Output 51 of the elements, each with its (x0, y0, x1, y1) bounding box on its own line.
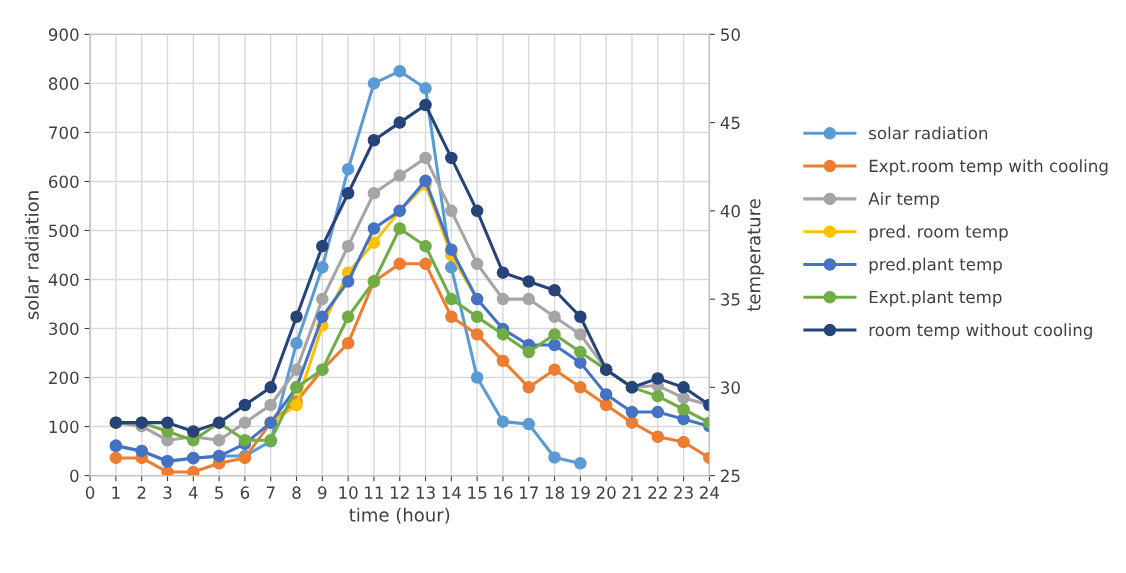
y-tick-label: 700 (49, 126, 79, 139)
x-tick-label: 0 (85, 486, 95, 499)
legend-label: room temp without cooling (869, 323, 1092, 340)
x-tick-label: 11 (365, 486, 383, 499)
legend-label: pred. room temp (869, 224, 1008, 241)
y-tick-label: 0 (70, 469, 79, 483)
legend-label: pred.plant temp (869, 257, 1002, 274)
legend-label: Expt.plant temp (869, 290, 1002, 307)
x-tick-label: 13 (416, 486, 435, 499)
x-tick-label: 15 (468, 486, 487, 499)
x-tick-label: 22 (648, 486, 667, 499)
x-tick-label: 8 (292, 486, 301, 499)
x-tick-label: 5 (215, 486, 223, 499)
y2-tick-label: 25 (721, 469, 740, 483)
x-tick-label: 16 (494, 486, 513, 499)
x-tick-label: 9 (318, 486, 327, 499)
y2-tick-label: 45 (720, 116, 740, 130)
y2-tick-label: 30 (721, 381, 740, 394)
y-tick-label: 800 (48, 77, 79, 90)
y2-axis-title: temperature (747, 199, 765, 312)
x-tick-label: 10 (339, 486, 358, 499)
y-tick-label: 900 (48, 28, 79, 41)
y-tick-label: 400 (48, 273, 79, 287)
x-tick-label: 6 (240, 486, 250, 499)
x-tick-label: 18 (545, 486, 565, 499)
y2-tick-label: 35 (721, 293, 740, 306)
y-axis-title: solar radiation (24, 191, 39, 320)
legend-label: Air temp (868, 192, 940, 209)
x-tick-label: 23 (674, 486, 693, 499)
y-tick-label: 600 (49, 175, 79, 189)
x-tick-label: 1 (112, 486, 120, 499)
legend-label: solar radiation (869, 126, 988, 140)
y2-tick-label: 40 (720, 204, 740, 218)
x-tick-label: 14 (442, 486, 462, 499)
x-tick-label: 12 (390, 486, 409, 499)
y-tick-label: 500 (49, 224, 79, 238)
x-tick-label: 19 (571, 486, 590, 499)
x-tick-label: 4 (188, 486, 198, 499)
y2-tick-label: 50 (721, 28, 740, 41)
x-tick-label: 7 (266, 486, 275, 499)
x-axis-title: time (hour) (349, 507, 450, 524)
y-tick-label: 200 (49, 371, 79, 385)
x-tick-label: 21 (622, 486, 642, 499)
y-tick-label: 100 (49, 420, 79, 434)
x-tick-label: 20 (596, 486, 616, 499)
y-tick-label: 300 (49, 322, 79, 336)
x-tick-label: 2 (137, 486, 146, 499)
x-tick-label: 17 (519, 486, 538, 499)
x-tick-label: 24 (700, 486, 720, 499)
x-tick-label: 3 (163, 486, 172, 499)
legend-label: Expt.room temp with cooling (869, 159, 1108, 176)
